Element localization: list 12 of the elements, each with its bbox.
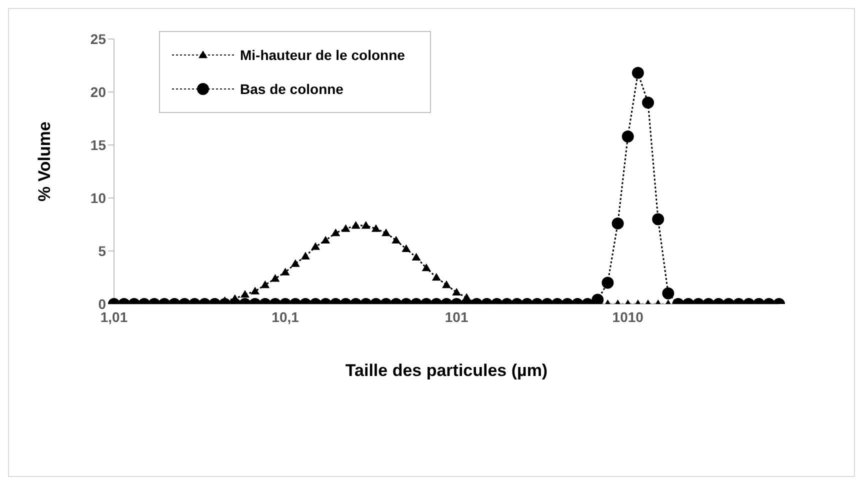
x-tick-label: 10,1 <box>272 308 300 325</box>
y-tick-label: 20 <box>90 84 106 100</box>
legend-label: Mi-hauteur de le colonne <box>240 47 405 63</box>
x-axis-title: Taille des particules (µm) <box>345 361 548 380</box>
x-tick-label: 1010 <box>612 308 644 325</box>
y-tick-label: 15 <box>90 136 106 153</box>
y-tick-label: 10 <box>90 190 106 206</box>
x-tick-label: 101 <box>444 308 468 325</box>
y-tick-label: 5 <box>98 242 106 259</box>
y-tick-label: 25 <box>90 30 106 47</box>
legend-label: Bas de colonne <box>240 81 344 97</box>
y-axis-title: % Volume <box>35 122 54 202</box>
